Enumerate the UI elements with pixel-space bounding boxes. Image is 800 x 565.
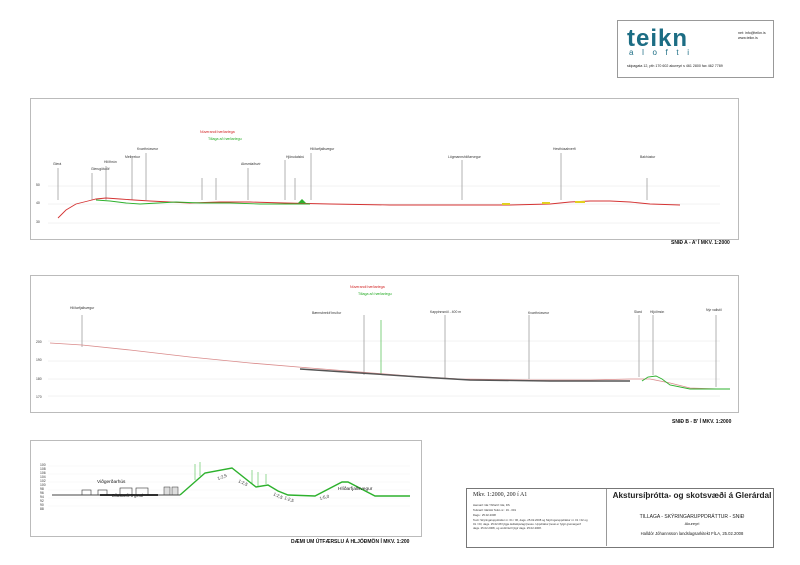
company-logo-subword: a l o f t i [629,48,693,57]
section-a-label: Hlíðarfjallsvegur [310,147,335,151]
title-block-row: 01 / 03, dags. 25.02.08 fylgja deiliskip… [473,522,581,526]
section-a-axis-label: 30 [36,220,40,224]
legend-proposed-grade: Tillaga að hæðarlegu [358,292,392,296]
section-a-berm [298,199,306,203]
section-c-slope-label: 1:2,5 [217,473,228,481]
section-b-existing-road [299,368,630,382]
logo-frame [617,20,774,78]
section-b-label: Kvarthrúsveur [528,311,550,315]
title-block-row: Hannað: GE Yfirfarið: GE, DS [473,503,510,507]
section-c-axis-label: 92 [40,499,44,503]
section-c-panel [30,440,422,537]
contact-web: www.teikn.is [738,35,758,40]
section-b-gridlines [48,340,720,397]
section-c-label-right: Hlíðarfjallsvegur [338,487,373,492]
section-b-label: Bærnsbrekíf bruður [312,311,342,315]
section-a-label: Melbrekur [125,155,141,159]
section-c-label-left: Viðgerðarhús [97,480,126,485]
title-block-row: dags. 25.02.2008, og undirrituð fylgir d… [473,526,542,530]
section-b-proposed-grade [641,375,730,390]
section-a-label: Akrsmlaðsvír [241,162,261,166]
section-a-label: Hesthúsahverfi [553,147,576,151]
section-c-axis-label: 94 [40,495,44,499]
section-c-axis-label: 108 [40,467,46,471]
title-block-row: Teiknað: GE/HH Teikn.nr.: 19 - 001 [473,508,517,512]
section-c-axis-label: 88 [40,507,44,511]
section-b-panel [30,275,739,413]
section-c-axis-label: 100 [40,483,46,487]
section-a-existing-grade [57,197,681,219]
section-c-slope-label: 1:2,5 [238,478,249,487]
section-c-slope-label: 1:2,5 [284,495,295,503]
section-b-label: Hlíðarfjallsvegur [70,306,95,310]
section-b-axis-label: 190 [36,358,42,362]
section-b-axis-label: 200 [36,340,42,344]
section-a-drawing [48,153,720,224]
drawing-location: Akureyri [684,521,700,526]
section-b-label: Slard [634,310,642,314]
section-a-axis-label: 50 [36,183,40,187]
section-b-label: Hljóðmón [650,310,665,314]
legend-proposed-grade: Tillaga að hæðarlegu [208,137,242,141]
legend-existing-grade: Núverandi hæðarlega [350,285,385,289]
section-a-gridlines [48,185,720,224]
section-c-axis-label: 104 [40,475,46,479]
title-block-row: Dags.: 25.02.2008 [473,513,496,517]
section-c-berm-profile [179,467,410,497]
title-block-row: Texti: Skýringaruppdráttur nr. 01 / 06, … [473,518,588,522]
section-c-axis-label: 106 [40,471,46,475]
section-a-panel [30,98,739,240]
section-a-caption: SNIÐ A - A' Í MKV. 1:2000 [671,240,730,246]
section-b-caption: SNIÐ B - B' Í MKV. 1:2000 [672,419,732,425]
section-b-axis-label: 170 [36,395,42,399]
section-a-label: Lögmannshlíðarvegur [448,155,481,159]
section-c-axis-label: 102 [40,479,46,483]
section-a-label: Kvarthrúsveur [137,147,159,151]
section-a-proposed-grade [95,199,310,205]
title-block-divider [606,489,607,546]
section-c-axis-label: 100 [40,463,46,467]
section-a-label: Glerá [53,162,62,166]
section-a-yellow-markers [502,201,585,205]
section-a-label: Hjörudalsbú [286,155,305,159]
section-b-label: Kappinnsnöl - 400 m [430,310,462,314]
section-b-existing-grade [49,342,721,390]
section-c-gridlines [48,465,410,507]
section-c-axis-label: 98 [40,487,44,491]
section-b-marker-lines [81,315,717,387]
drawing-author: Halldór Jóhannsson landslagsarkitekt FÍL… [640,531,744,536]
title-block [466,488,774,548]
section-c-label-parking: Bílastæði 3 gestl [112,493,143,498]
section-a-label: Hlíðhrún [104,160,117,164]
company-address: skipagata 12, pth 170 602 akureyri s 461… [627,64,723,68]
drawing-title: Akstursíþrótta- og skotsvæði á Glerárdal [612,491,772,500]
section-c-axis-label: 96 [40,491,44,495]
company-contact: net: info@teikn.is www.teikn.is [738,31,766,40]
section-c-slope-label: 1:5,0 [319,493,330,501]
section-c-drawing: 1:2,5 1:2,5 1:2,5 1:2,5 1:5,0 [48,462,410,507]
section-b-drawing [48,315,730,397]
section-c-fences [163,486,179,496]
section-a-marker-lines [57,153,648,200]
section-c-berm-trees [194,462,267,486]
section-c-slope-label: 1:2,5 [273,491,284,500]
section-a-axis-label: 40 [36,201,40,205]
section-b-label: Nýr vallstíl [706,308,722,312]
section-c-axis-label: 90 [40,503,44,507]
contact-email: net: info@teikn.is [738,31,766,35]
section-a-label: Glerugötulöf [91,167,110,171]
section-c-caption: DÆMI UM ÚTFÆRSLU Á HLJÓÐMÖN Í MKV. 1:200 [291,539,410,545]
legend-existing-grade: Núverandi hæðarlega [200,130,235,134]
title-block-scale: Mkv. 1:2000, 200 í A1 [473,492,528,498]
company-logo: teikn [627,25,689,52]
section-a-label: Bakhústur [640,155,656,159]
section-b-axis-label: 180 [36,377,42,381]
drawing-subtitle: TILLAGA - SKÝRINGARUPPDRÁTTUR - SNIÐ [639,514,745,520]
